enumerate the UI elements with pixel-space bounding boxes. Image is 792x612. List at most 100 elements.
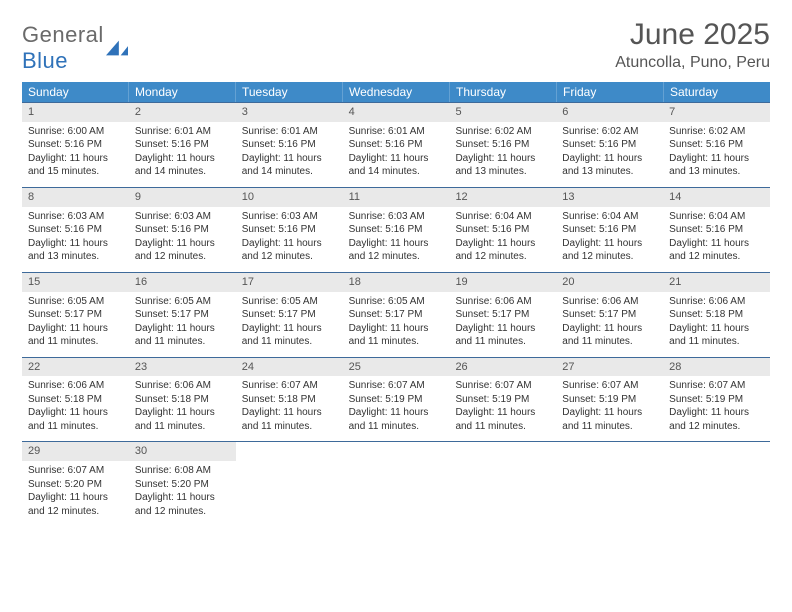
- day-cell: 7Sunrise: 6:02 AMSunset: 5:16 PMDaylight…: [663, 103, 770, 187]
- day-number: 4: [343, 103, 450, 122]
- daylight-line: Daylight: 11 hours and 11 minutes.: [242, 322, 337, 349]
- sunset-line: Sunset: 5:19 PM: [562, 393, 657, 407]
- daylight-line: Daylight: 11 hours and 12 minutes.: [242, 237, 337, 264]
- daylight-line: Daylight: 11 hours and 15 minutes.: [28, 152, 123, 179]
- daylight-line: Daylight: 11 hours and 12 minutes.: [669, 237, 764, 264]
- day-cell: 5Sunrise: 6:02 AMSunset: 5:16 PMDaylight…: [449, 103, 556, 187]
- logo: General Blue: [22, 22, 128, 74]
- day-number: 13: [556, 188, 663, 207]
- sunset-line: Sunset: 5:16 PM: [455, 138, 550, 152]
- sunrise-line: Sunrise: 6:05 AM: [135, 295, 230, 309]
- day-cell: 26 Sunrise: 6:07 AMSunset: 5:19 PMDayligh…: [449, 358, 556, 442]
- day-body: Sunrise: 6:06 AMSunset: 5:17 PMDaylight:…: [556, 295, 663, 349]
- sunset-line: Sunset: 5:18 PM: [135, 393, 230, 407]
- sunset-line: Sunset: 5:16 PM: [669, 138, 764, 152]
- dow-header-cell: Wednesday: [343, 82, 450, 102]
- day-cell: 11Sunrise: 6:03 AMSunset: 5:16 PMDayligh…: [343, 188, 450, 272]
- sunrise-line: Sunrise: 6:01 AM: [135, 125, 230, 139]
- day-number: 25: [343, 358, 450, 377]
- day-body: Sunrise: 6:01 AMSunset: 5:16 PMDaylight:…: [236, 125, 343, 179]
- day-cell: 10Sunrise: 6:03 AMSunset: 5:16 PMDayligh…: [236, 188, 343, 272]
- day-body: Sunrise: 6:01 AMSunset: 5:16 PMDaylight:…: [129, 125, 236, 179]
- daylight-line: Daylight: 11 hours and 14 minutes.: [349, 152, 444, 179]
- sunrise-line: Sunrise: 6:04 AM: [455, 210, 550, 224]
- daylight-line: Daylight: 11 hours and 12 minutes.: [349, 237, 444, 264]
- day-number: 16: [129, 273, 236, 292]
- sunset-line: Sunset: 5:19 PM: [349, 393, 444, 407]
- sunset-line: Sunset: 5:17 PM: [349, 308, 444, 322]
- daylight-line: Daylight: 11 hours and 11 minutes.: [135, 322, 230, 349]
- sunrise-line: Sunrise: 6:06 AM: [562, 295, 657, 309]
- day-number: 9: [129, 188, 236, 207]
- sunrise-line: Sunrise: 6:03 AM: [242, 210, 337, 224]
- dow-header-cell: Friday: [557, 82, 664, 102]
- daylight-line: Daylight: 11 hours and 14 minutes.: [242, 152, 337, 179]
- dow-header-cell: Tuesday: [236, 82, 343, 102]
- day-cell: 14Sunrise: 6:04 AMSunset: 5:16 PMDayligh…: [663, 188, 770, 272]
- daylight-line: Daylight: 11 hours and 12 minutes.: [562, 237, 657, 264]
- day-number: 24: [236, 358, 343, 377]
- sunrise-line: Sunrise: 6:01 AM: [242, 125, 337, 139]
- day-body: Sunrise: 6:00 AMSunset: 5:16 PMDaylight:…: [22, 125, 129, 179]
- day-body: Sunrise: 6:04 AMSunset: 5:16 PMDaylight:…: [663, 210, 770, 264]
- day-cell: 21Sunrise: 6:06 AMSunset: 5:18 PMDayligh…: [663, 273, 770, 357]
- day-body: Sunrise: 6:03 AMSunset: 5:16 PMDaylight:…: [236, 210, 343, 264]
- sunrise-line: Sunrise: 6:07 AM: [562, 379, 657, 393]
- location-subtitle: Atuncolla, Puno, Peru: [615, 54, 770, 72]
- sunset-line: Sunset: 5:16 PM: [135, 223, 230, 237]
- day-cell: 30Sunrise: 6:08 AMSunset: 5:20 PMDayligh…: [129, 442, 236, 526]
- sunset-line: Sunset: 5:17 PM: [242, 308, 337, 322]
- day-cell: 3 Sunrise: 6:01 AMSunset: 5:16 PMDaylight…: [236, 103, 343, 187]
- day-body: Sunrise: 6:01 AMSunset: 5:16 PMDaylight:…: [343, 125, 450, 179]
- day-body: Sunrise: 6:04 AMSunset: 5:16 PMDaylight:…: [449, 210, 556, 264]
- daylight-line: Daylight: 11 hours and 11 minutes.: [349, 406, 444, 433]
- day-cell: 8 Sunrise: 6:03 AMSunset: 5:16 PMDaylight…: [22, 188, 129, 272]
- day-number: 18: [343, 273, 450, 292]
- sunset-line: Sunset: 5:16 PM: [455, 223, 550, 237]
- week-row: 29Sunrise: 6:07 AMSunset: 5:20 PMDayligh…: [22, 441, 770, 526]
- daylight-line: Daylight: 11 hours and 13 minutes.: [669, 152, 764, 179]
- day-number: 27: [556, 358, 663, 377]
- sunset-line: Sunset: 5:19 PM: [455, 393, 550, 407]
- day-number: 30: [129, 442, 236, 461]
- daylight-line: Daylight: 11 hours and 11 minutes.: [562, 406, 657, 433]
- day-body: Sunrise: 6:07 AMSunset: 5:19 PMDaylight:…: [663, 379, 770, 433]
- sunset-line: Sunset: 5:17 PM: [562, 308, 657, 322]
- daylight-line: Daylight: 11 hours and 11 minutes.: [455, 406, 550, 433]
- sunrise-line: Sunrise: 6:06 AM: [135, 379, 230, 393]
- day-cell: 29Sunrise: 6:07 AMSunset: 5:20 PMDayligh…: [22, 442, 129, 526]
- month-title: June 2025: [615, 18, 770, 52]
- day-cell: 27 Sunrise: 6:07 AMSunset: 5:19 PMDayligh…: [556, 358, 663, 442]
- sunset-line: Sunset: 5:20 PM: [28, 478, 123, 492]
- sunset-line: Sunset: 5:16 PM: [562, 223, 657, 237]
- day-number: 26: [449, 358, 556, 377]
- daylight-line: Daylight: 11 hours and 12 minutes.: [455, 237, 550, 264]
- sunrise-line: Sunrise: 6:07 AM: [242, 379, 337, 393]
- day-body: Sunrise: 6:03 AMSunset: 5:16 PMDaylight:…: [343, 210, 450, 264]
- sunrise-line: Sunrise: 6:07 AM: [455, 379, 550, 393]
- day-number: 23: [129, 358, 236, 377]
- logo-text: General Blue: [22, 22, 104, 74]
- day-body: Sunrise: 6:05 AMSunset: 5:17 PMDaylight:…: [236, 295, 343, 349]
- daylight-line: Daylight: 11 hours and 11 minutes.: [349, 322, 444, 349]
- daylight-line: Daylight: 11 hours and 11 minutes.: [669, 322, 764, 349]
- logo-word-blue: Blue: [22, 48, 68, 73]
- sunrise-line: Sunrise: 6:05 AM: [242, 295, 337, 309]
- day-body: Sunrise: 6:02 AMSunset: 5:16 PMDaylight:…: [449, 125, 556, 179]
- dow-header-cell: Saturday: [664, 82, 770, 102]
- day-number: 17: [236, 273, 343, 292]
- daylight-line: Daylight: 11 hours and 12 minutes.: [28, 491, 123, 518]
- day-number: 29: [22, 442, 129, 461]
- day-body: Sunrise: 6:03 AMSunset: 5:16 PMDaylight:…: [22, 210, 129, 264]
- calendar-grid: SundayMondayTuesdayWednesdayThursdayFrid…: [22, 82, 770, 526]
- daylight-line: Daylight: 11 hours and 11 minutes.: [135, 406, 230, 433]
- day-number: 3: [236, 103, 343, 122]
- day-cell: 25Sunrise: 6:07 AMSunset: 5:19 PMDayligh…: [343, 358, 450, 442]
- daylight-line: Daylight: 11 hours and 11 minutes.: [562, 322, 657, 349]
- sunrise-line: Sunrise: 6:05 AM: [349, 295, 444, 309]
- day-number: 15: [22, 273, 129, 292]
- day-number: 8: [22, 188, 129, 207]
- day-cell: 13Sunrise: 6:04 AMSunset: 5:16 PMDayligh…: [556, 188, 663, 272]
- day-cell: 28Sunrise: 6:07 AMSunset: 5:19 PMDayligh…: [663, 358, 770, 442]
- day-cell: 23 Sunrise: 6:06 AMSunset: 5:18 PMDayligh…: [129, 358, 236, 442]
